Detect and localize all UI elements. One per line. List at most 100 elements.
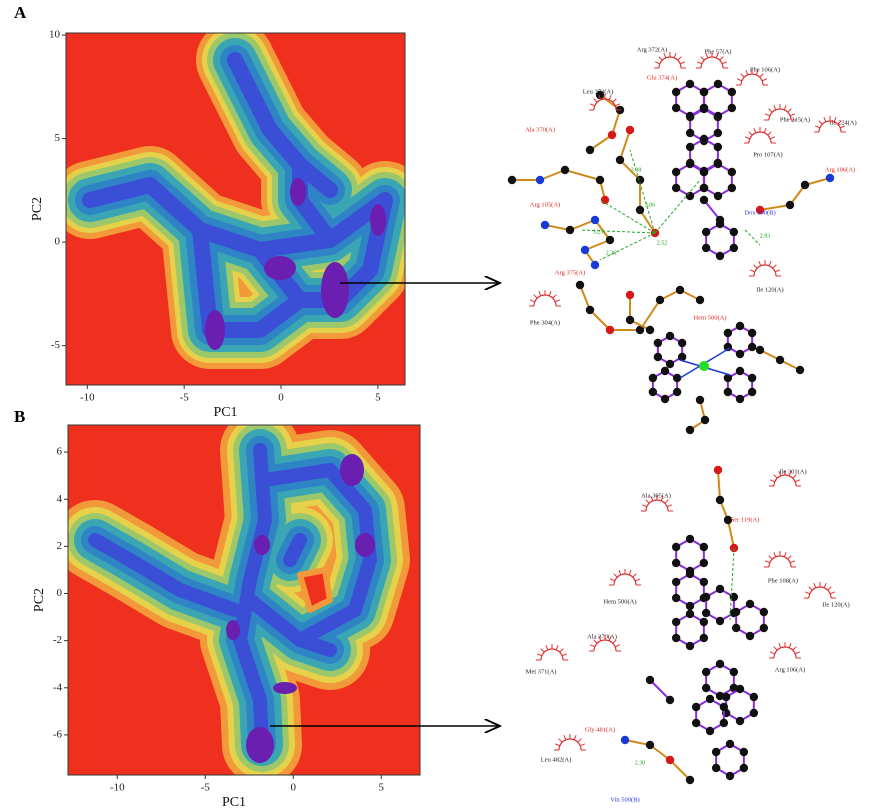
atom [616,156,624,164]
atom [686,80,694,88]
panel-label: A [14,3,27,22]
atom [702,684,710,692]
atom [700,88,708,96]
atom [732,624,740,632]
atom [720,719,728,727]
atom [686,143,694,151]
arc-spike [737,79,742,81]
atom [714,129,722,137]
y-tick-label: -4 [53,681,63,693]
atom [591,216,599,224]
hydrophobic-arc [554,734,586,750]
atom [722,693,730,701]
atom [666,756,674,764]
atom [702,228,710,236]
arc-spike [722,62,727,64]
arc-spike [564,735,566,740]
arc-spike [549,291,551,296]
atom [748,343,756,351]
distance-label: 2.30 [635,760,646,766]
y-tick-label: 6 [57,446,63,458]
atom [716,585,724,593]
hydrophobic-arc [769,642,801,658]
arc-spike [754,265,758,269]
distance-label: 3.23 [593,229,604,235]
atom [673,388,681,396]
hydrophobic-arc [744,127,776,143]
arc [559,739,581,750]
atom [732,608,740,616]
atom [541,221,549,229]
atom [748,329,756,337]
y-tick-label: -5 [51,339,61,351]
bond [620,130,630,160]
y-tick-label: 4 [57,493,63,505]
atom [686,610,694,618]
atom [656,296,664,304]
arc-spike [546,645,548,650]
arc-spike [613,99,617,103]
arc-spike [534,295,538,299]
arc-spike [819,121,823,125]
atom [756,346,764,354]
atom [716,617,724,625]
atom [726,740,734,748]
arc-spike [774,552,776,557]
distance-label: 3.08 [631,167,642,173]
residue-label: Ile 301(A) [779,468,806,475]
arc [534,295,556,306]
arc-spike [560,649,564,653]
residue-label: Leu 482(A) [541,756,572,763]
atom [700,105,708,113]
atom [748,374,756,382]
arc-spike [784,552,786,557]
arc-spike [697,62,702,64]
residue-label: Hem 500(A) [603,598,636,605]
arc [541,649,563,660]
distance-label: 3.06 [645,202,656,208]
contour-b [68,425,420,775]
bond [565,170,600,180]
residue-label: Ile 224(A) [829,119,856,126]
bond [670,760,690,780]
atom [586,306,594,314]
bond [590,310,610,330]
arc-spike [664,53,666,58]
contour-a [66,33,405,385]
arc-spike [610,579,615,581]
y-tick-label: 5 [55,132,61,144]
arc-spike [553,295,557,299]
atom [700,135,708,143]
hbond [745,230,760,245]
atom [736,685,744,693]
atom [706,695,714,703]
atom [730,244,738,252]
atom [636,206,644,214]
arc-spike [746,70,748,75]
atom [606,326,614,334]
atom [692,719,700,727]
residue-label: Met 371(A) [526,668,557,675]
atom [566,226,574,234]
atom [740,748,748,756]
arc-spike [646,500,650,504]
atom [621,736,629,744]
residue-label: Phe 108(A) [768,577,798,584]
residue-label: Pro 107(A) [753,151,782,158]
arc-spike [814,583,816,588]
arc-spike [774,105,776,110]
atom [672,618,680,626]
atom [700,618,708,626]
arc-spike [619,570,621,575]
arc-spike [775,270,780,272]
residue-label: Ala 305(A) [641,492,671,499]
arc-spike [590,645,595,647]
atom [666,696,674,704]
atom [672,184,680,192]
residue-label: Hem 500(A) [693,314,726,321]
y-axis-label: PC2 [30,197,45,221]
atom [672,88,680,96]
residue-label: Ser 119(A) [731,516,760,523]
atom [746,632,754,640]
residue-label: Vin 500(B) [610,796,639,803]
